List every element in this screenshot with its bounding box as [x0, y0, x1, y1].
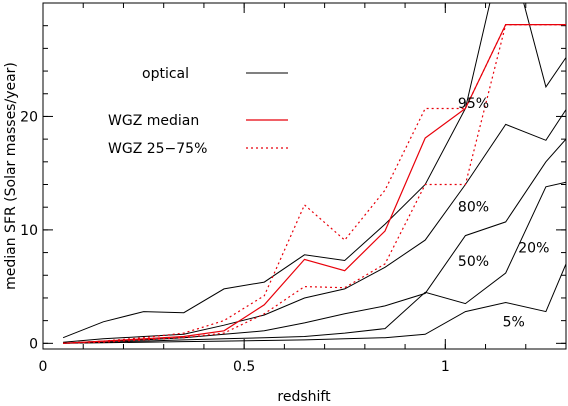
y-tick-label: 0 [29, 336, 38, 352]
legend: optical WGZ median WGZ 25−75% [108, 66, 288, 157]
series-line-optical-5pct [63, 263, 566, 344]
percentile-label: 95% [458, 96, 489, 112]
x-tick-label: 0 [39, 359, 48, 375]
x-tick-label: 1 [441, 359, 450, 375]
series-line-optical-50pct [63, 138, 566, 344]
percentile-label: 50% [458, 254, 489, 270]
y-tick-label: 20 [20, 109, 38, 125]
series-line-quartile-6 [63, 24, 566, 344]
minor-ticks [42, 2, 567, 349]
legend-label-optical: optical [142, 66, 189, 82]
series-layer [62, 3, 566, 344]
percentile-label: 5% [503, 314, 525, 330]
plot-frame [42, 2, 567, 350]
percentile-labels: 5% 20% 50% 80% 95% [458, 96, 549, 331]
legend-label-quartile: WGZ 25−75% [108, 141, 207, 157]
y-axis-label: median SFR (Solar masses/year) [3, 62, 19, 290]
x-tick-label: 0.5 [233, 359, 255, 375]
series-line-optical-20pct [63, 181, 566, 344]
series-line-optical-95pct [62, 3, 566, 339]
percentile-label: 20% [518, 241, 549, 257]
series-line-optical-80pct [63, 109, 566, 343]
y-tick-label: 10 [20, 223, 38, 239]
percentile-label: 80% [458, 199, 489, 215]
series-lines [62, 3, 566, 344]
legend-label-median: WGZ median [108, 113, 199, 129]
x-axis-label: redshift [277, 389, 331, 405]
